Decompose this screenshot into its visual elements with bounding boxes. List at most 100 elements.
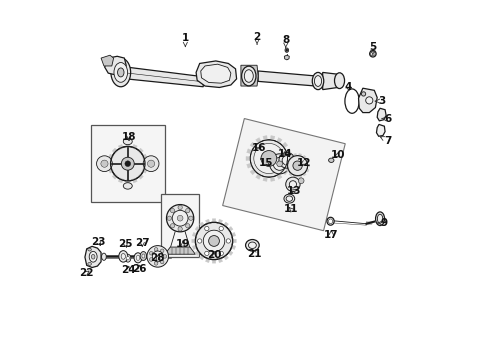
- Text: 9: 9: [377, 218, 386, 228]
- Ellipse shape: [140, 252, 146, 261]
- Text: 5: 5: [368, 42, 376, 55]
- Polygon shape: [227, 226, 232, 231]
- Text: 8: 8: [282, 35, 289, 48]
- Polygon shape: [138, 148, 143, 153]
- Polygon shape: [298, 175, 301, 178]
- Polygon shape: [285, 164, 288, 167]
- Text: 22: 22: [79, 268, 93, 278]
- Circle shape: [204, 226, 208, 231]
- Ellipse shape: [88, 248, 91, 251]
- Polygon shape: [288, 172, 292, 176]
- Polygon shape: [108, 168, 113, 173]
- Circle shape: [166, 204, 193, 232]
- Polygon shape: [284, 55, 289, 60]
- Text: 11: 11: [284, 204, 298, 215]
- Text: 17: 17: [324, 230, 338, 239]
- Polygon shape: [246, 163, 251, 168]
- Text: 16: 16: [252, 143, 266, 153]
- Polygon shape: [85, 246, 101, 267]
- Polygon shape: [305, 159, 308, 163]
- Text: 19: 19: [175, 239, 190, 249]
- Circle shape: [143, 156, 159, 172]
- Polygon shape: [276, 138, 282, 143]
- Ellipse shape: [91, 255, 95, 259]
- Polygon shape: [282, 142, 287, 148]
- Text: 4: 4: [344, 82, 351, 92]
- Circle shape: [253, 143, 284, 174]
- Circle shape: [178, 227, 182, 231]
- Circle shape: [170, 208, 174, 213]
- Circle shape: [287, 156, 307, 176]
- Circle shape: [289, 181, 296, 188]
- Ellipse shape: [284, 194, 294, 203]
- Circle shape: [124, 161, 130, 167]
- Polygon shape: [112, 174, 117, 179]
- Circle shape: [261, 150, 276, 166]
- Ellipse shape: [114, 63, 127, 82]
- Polygon shape: [101, 55, 113, 66]
- Polygon shape: [270, 176, 274, 181]
- Circle shape: [188, 216, 193, 220]
- Polygon shape: [126, 67, 203, 87]
- Polygon shape: [288, 155, 292, 159]
- Circle shape: [185, 224, 189, 228]
- Circle shape: [298, 178, 304, 184]
- Circle shape: [147, 246, 168, 267]
- Polygon shape: [249, 142, 255, 148]
- Polygon shape: [125, 144, 129, 148]
- Text: 15: 15: [258, 158, 273, 168]
- Polygon shape: [142, 154, 147, 159]
- Polygon shape: [192, 245, 197, 249]
- Polygon shape: [285, 163, 290, 168]
- Polygon shape: [218, 219, 222, 224]
- Polygon shape: [255, 174, 261, 179]
- Ellipse shape: [377, 214, 382, 223]
- Polygon shape: [196, 61, 236, 87]
- Ellipse shape: [245, 239, 259, 251]
- Text: 13: 13: [286, 186, 301, 197]
- Polygon shape: [212, 219, 215, 223]
- Circle shape: [149, 252, 153, 255]
- Ellipse shape: [89, 251, 97, 262]
- Ellipse shape: [314, 76, 321, 86]
- Ellipse shape: [136, 255, 140, 260]
- Ellipse shape: [142, 254, 144, 258]
- Circle shape: [160, 249, 163, 253]
- Text: 23: 23: [91, 237, 105, 247]
- Polygon shape: [258, 71, 316, 86]
- Circle shape: [204, 251, 208, 256]
- Circle shape: [170, 224, 174, 228]
- Circle shape: [195, 222, 232, 260]
- Circle shape: [361, 92, 365, 96]
- Polygon shape: [118, 178, 123, 183]
- Ellipse shape: [121, 253, 125, 259]
- Polygon shape: [142, 168, 147, 173]
- Circle shape: [292, 161, 302, 170]
- Polygon shape: [305, 169, 308, 172]
- Polygon shape: [249, 169, 255, 175]
- Text: 10: 10: [330, 150, 345, 160]
- Circle shape: [208, 235, 219, 246]
- Polygon shape: [376, 125, 384, 136]
- Circle shape: [278, 152, 294, 168]
- Circle shape: [147, 160, 154, 167]
- Polygon shape: [230, 245, 235, 249]
- Text: 1: 1: [182, 33, 188, 46]
- Circle shape: [154, 262, 158, 265]
- Text: 27: 27: [135, 238, 149, 248]
- Circle shape: [197, 239, 202, 243]
- Ellipse shape: [111, 58, 130, 87]
- Polygon shape: [205, 219, 209, 224]
- Polygon shape: [293, 175, 296, 178]
- Polygon shape: [302, 172, 305, 176]
- Polygon shape: [230, 233, 235, 237]
- Circle shape: [285, 177, 300, 192]
- Circle shape: [273, 157, 285, 170]
- Polygon shape: [199, 222, 204, 227]
- Circle shape: [167, 216, 171, 220]
- Circle shape: [152, 251, 163, 262]
- Polygon shape: [218, 257, 222, 262]
- Circle shape: [163, 255, 166, 258]
- Circle shape: [219, 251, 223, 256]
- Ellipse shape: [285, 49, 287, 51]
